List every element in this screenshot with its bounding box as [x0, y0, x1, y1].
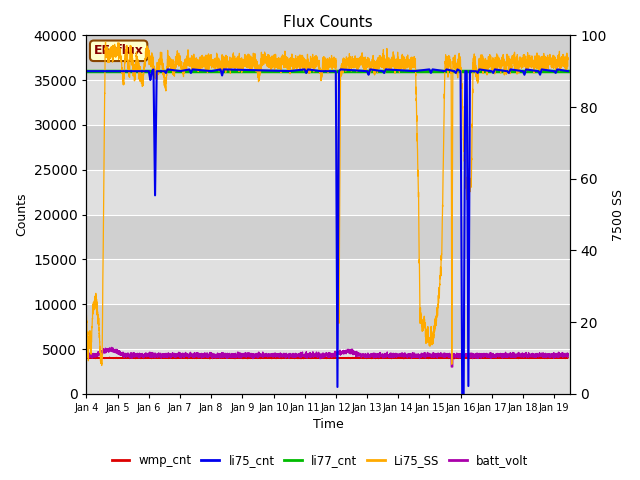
Y-axis label: 7500 SS: 7500 SS — [612, 189, 625, 240]
Legend: wmp_cnt, li75_cnt, li77_cnt, Li75_SS, batt_volt: wmp_cnt, li75_cnt, li77_cnt, Li75_SS, ba… — [107, 449, 533, 472]
Y-axis label: Counts: Counts — [15, 193, 28, 236]
Bar — [86, 259, 570, 304]
Text: EE_flux: EE_flux — [93, 44, 143, 57]
Bar — [86, 170, 570, 215]
Title: Flux Counts: Flux Counts — [283, 15, 373, 30]
Bar — [86, 36, 570, 80]
Bar — [86, 215, 570, 259]
Bar — [86, 349, 570, 394]
X-axis label: Time: Time — [313, 419, 344, 432]
Bar — [86, 80, 570, 125]
Bar — [86, 304, 570, 349]
Bar — [86, 125, 570, 170]
